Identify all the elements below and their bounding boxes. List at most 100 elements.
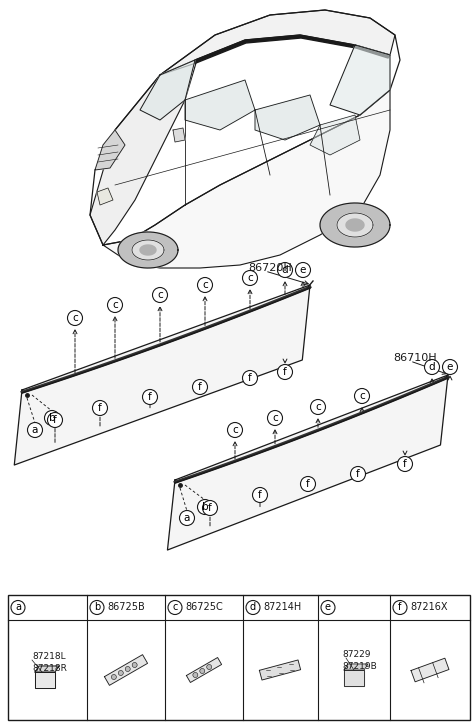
Text: a: a [15,603,21,613]
Circle shape [199,669,204,673]
Text: f: f [53,415,57,425]
Polygon shape [132,240,164,260]
Polygon shape [90,63,196,245]
Polygon shape [35,666,59,672]
Circle shape [320,601,334,614]
Text: f: f [148,392,151,402]
Text: e: e [324,603,330,613]
Circle shape [125,667,130,672]
Text: f: f [98,403,102,413]
Polygon shape [35,672,55,688]
Circle shape [277,364,292,379]
Polygon shape [14,285,309,465]
Polygon shape [185,80,255,130]
Circle shape [192,379,207,395]
Polygon shape [259,660,300,680]
Circle shape [92,401,107,416]
Text: b: b [49,413,55,423]
Text: c: c [232,425,238,435]
Circle shape [242,270,257,286]
Circle shape [132,662,137,667]
Circle shape [142,390,157,404]
Polygon shape [345,219,363,231]
Circle shape [354,388,369,403]
Text: c: c [172,603,178,613]
Circle shape [242,371,257,385]
Polygon shape [140,60,195,120]
Text: c: c [202,280,208,290]
Circle shape [252,488,267,502]
Polygon shape [337,213,372,237]
Polygon shape [103,90,389,268]
Circle shape [107,297,122,313]
Text: c: c [157,290,162,300]
Circle shape [424,359,438,374]
Circle shape [227,422,242,438]
Circle shape [310,400,325,414]
Text: f: f [306,479,309,489]
Circle shape [197,499,212,515]
Text: b: b [94,603,100,613]
Circle shape [179,510,194,526]
Text: e: e [299,265,306,275]
Text: c: c [315,402,320,412]
Bar [8,595,469,720]
Text: c: c [247,273,252,283]
Text: c: c [271,413,278,423]
Text: c: c [358,391,364,401]
Circle shape [28,422,42,438]
Circle shape [202,500,217,515]
Text: e: e [446,362,452,372]
Circle shape [442,359,456,374]
Circle shape [197,278,212,292]
Polygon shape [173,128,185,142]
Polygon shape [319,203,389,247]
Circle shape [168,601,182,614]
Polygon shape [186,657,221,683]
Text: f: f [208,503,211,513]
Circle shape [397,457,412,472]
Circle shape [392,601,406,614]
Polygon shape [309,115,359,155]
Polygon shape [95,130,125,170]
Circle shape [118,670,123,675]
Text: 87218L
87218R: 87218L 87218R [32,652,67,672]
Text: 86720H: 86720H [248,263,291,273]
Text: f: f [258,490,261,500]
Polygon shape [255,95,319,140]
Polygon shape [97,188,113,205]
Polygon shape [343,670,363,686]
Circle shape [11,601,25,614]
Circle shape [111,675,116,680]
Text: c: c [112,300,118,310]
Text: f: f [402,459,406,469]
Text: a: a [183,513,190,523]
Text: f: f [198,382,201,392]
Circle shape [295,262,310,278]
Polygon shape [167,375,447,550]
Text: b: b [201,502,208,512]
Circle shape [90,601,104,614]
Circle shape [350,467,365,481]
Text: 87229
87219B: 87229 87219B [341,650,376,671]
Polygon shape [195,35,389,63]
Text: 87216X: 87216X [409,603,446,613]
Polygon shape [104,655,147,686]
Polygon shape [118,232,178,268]
Polygon shape [329,45,389,115]
Circle shape [246,601,259,614]
Circle shape [267,411,282,425]
Circle shape [48,412,62,427]
Polygon shape [343,664,367,670]
Circle shape [206,664,211,670]
Text: 87214H: 87214H [262,603,301,613]
Text: f: f [356,469,359,479]
Polygon shape [140,245,156,255]
Circle shape [300,476,315,491]
Text: f: f [248,373,251,383]
Text: 86725B: 86725B [107,603,144,613]
Polygon shape [159,10,394,75]
Polygon shape [410,658,448,682]
Circle shape [152,287,167,302]
Text: d: d [281,265,288,275]
